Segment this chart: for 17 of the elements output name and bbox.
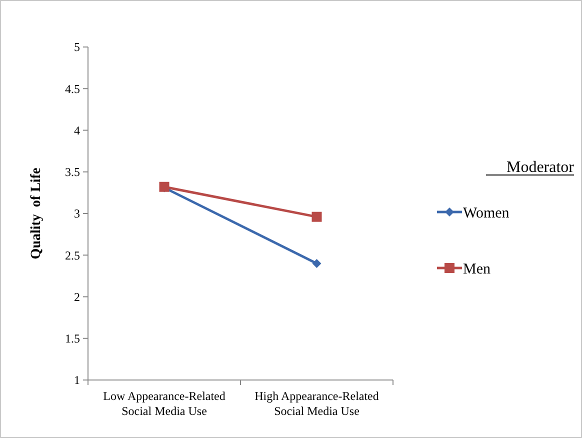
y-tick-label: 4.5 bbox=[65, 82, 80, 96]
x-tick-label: Low Appearance-Related Social Media Use bbox=[103, 389, 226, 418]
y-tick-label: 2.5 bbox=[65, 248, 80, 262]
y-tick-label: 3 bbox=[74, 206, 80, 221]
y-tick-label: 1.5 bbox=[65, 332, 80, 346]
legend-label: Women bbox=[463, 205, 510, 222]
y-tick-label: 4 bbox=[74, 123, 80, 138]
y-axis-title: Quality of Life bbox=[29, 168, 44, 260]
legend-title: Moderator bbox=[506, 159, 575, 176]
legend-label: Men bbox=[463, 261, 491, 278]
point bbox=[312, 258, 322, 268]
y-tick-label: 3.5 bbox=[65, 165, 80, 180]
point bbox=[312, 212, 322, 222]
y-tick-label: 2 bbox=[74, 290, 80, 304]
y-tick-label: 1 bbox=[74, 373, 80, 388]
y-tick-label: 5 bbox=[74, 40, 80, 54]
x-tick-label: High Appearance-Related Social Media Use bbox=[254, 389, 379, 418]
